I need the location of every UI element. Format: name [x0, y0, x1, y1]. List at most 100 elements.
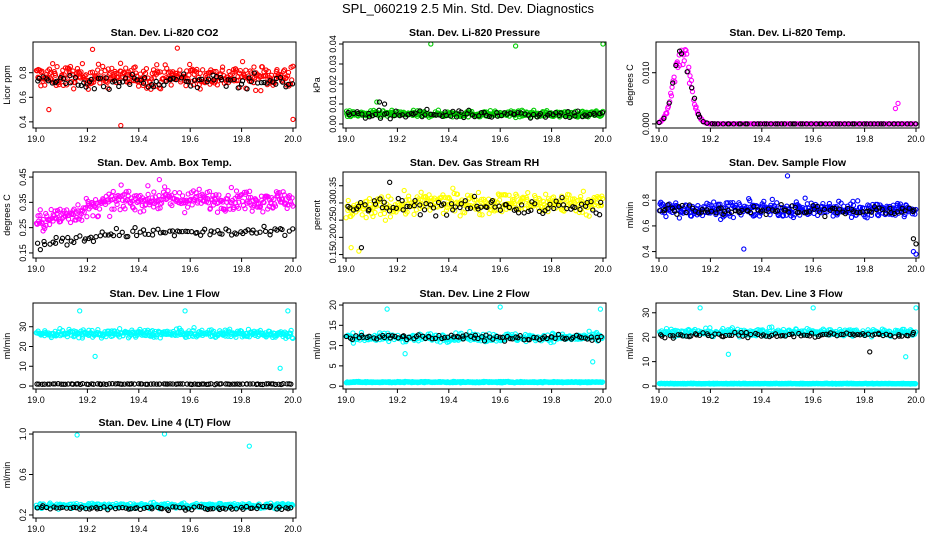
data-point: [580, 188, 587, 194]
x-tick-label: 19.6: [491, 395, 509, 405]
data-point: [225, 192, 231, 199]
data-point: [737, 121, 744, 127]
x-tick-label: 19.8: [856, 264, 874, 274]
data-point: [848, 214, 855, 220]
data-point: [82, 73, 88, 79]
data-point: [218, 77, 225, 83]
data-point: [565, 109, 571, 115]
x-tick-label: 19.2: [79, 264, 97, 274]
data-point: [284, 205, 290, 212]
chart-title: Stan. Dev. Line 3 Flow: [732, 288, 843, 300]
data-point: [910, 236, 917, 242]
data-point: [205, 76, 212, 82]
data-point: [597, 306, 604, 312]
data-point: [908, 121, 914, 127]
data-point: [366, 114, 373, 120]
data-point: [169, 202, 175, 209]
data-point: [913, 251, 919, 257]
x-tick-label: 20.0: [907, 134, 925, 144]
data-point: [156, 176, 163, 183]
data-point: [214, 209, 221, 215]
data-point: [73, 209, 79, 215]
chart-title: Stan. Dev. Li-820 Temp.: [729, 27, 845, 39]
y-tick-label: 0.010: [641, 61, 651, 84]
y-tick-label: 0.00: [328, 115, 338, 133]
data-point: [225, 77, 231, 83]
data-point: [150, 84, 157, 90]
data-point: [669, 84, 675, 90]
data-point: [597, 110, 603, 117]
data-point: [93, 234, 99, 240]
data-point: [673, 62, 679, 69]
data-point: [137, 71, 144, 77]
data-point: [483, 112, 489, 118]
data-point: [117, 326, 123, 332]
data-point: [145, 183, 151, 189]
y-tick-label: 0.04: [328, 35, 338, 53]
data-point: [892, 105, 899, 112]
data-point: [100, 83, 107, 90]
data-point: [61, 208, 67, 214]
data-point: [77, 308, 83, 314]
data-point: [668, 93, 675, 99]
data-point: [37, 212, 43, 219]
data-point: [348, 245, 354, 251]
data-point: [158, 200, 165, 206]
data-point: [282, 232, 288, 238]
points: [343, 179, 606, 254]
data-point: [132, 64, 138, 70]
data-point: [239, 58, 246, 65]
data-point: [140, 82, 146, 88]
data-point: [261, 223, 267, 230]
data-point: [366, 195, 373, 202]
data-point: [199, 67, 206, 73]
data-point: [118, 182, 124, 188]
data-point: [861, 121, 867, 127]
data-point: [153, 78, 159, 85]
x-tick-label: 20.0: [594, 395, 612, 405]
data-point: [498, 112, 505, 119]
y-axis-label: ml/min: [312, 333, 322, 360]
data-point: [95, 75, 101, 82]
x-tick-label: 19.2: [79, 134, 97, 144]
data-point: [88, 76, 94, 83]
data-point: [231, 204, 237, 211]
data-point: [784, 173, 791, 179]
data-point: [691, 95, 698, 101]
y-tick-label: 0.01: [328, 95, 338, 113]
x-tick-label: 19.6: [804, 264, 822, 274]
data-point: [428, 41, 434, 47]
data-point: [381, 101, 388, 107]
data-point: [194, 84, 201, 91]
data-point: [52, 72, 59, 78]
data-point: [369, 113, 376, 119]
data-point: [83, 72, 89, 78]
data-point: [684, 69, 690, 75]
y-tick-label: 0.4: [18, 116, 28, 129]
data-point: [79, 60, 86, 67]
data-point: [118, 122, 124, 129]
data-point: [366, 110, 372, 117]
data-point: [123, 75, 129, 81]
data-point: [81, 80, 87, 86]
data-point: [140, 80, 147, 86]
data-point: [245, 194, 252, 201]
data-point: [109, 206, 115, 212]
data-point: [261, 199, 267, 206]
data-point: [243, 189, 250, 195]
data-point: [165, 188, 171, 194]
data-point: [182, 209, 188, 216]
data-point: [235, 205, 242, 211]
chart-title: Stan. Dev. Li-820 Pressure: [409, 27, 540, 39]
data-point: [711, 199, 717, 205]
data-point: [433, 213, 439, 219]
plot-frame: [342, 302, 607, 390]
data-point: [243, 67, 249, 73]
data-point: [75, 69, 81, 75]
y-tick-label: 0.30: [328, 194, 338, 212]
data-point: [207, 205, 214, 211]
data-point: [62, 65, 69, 71]
y-tick-label: 0.25: [328, 211, 338, 229]
data-point: [181, 71, 187, 77]
data-point: [239, 78, 246, 84]
